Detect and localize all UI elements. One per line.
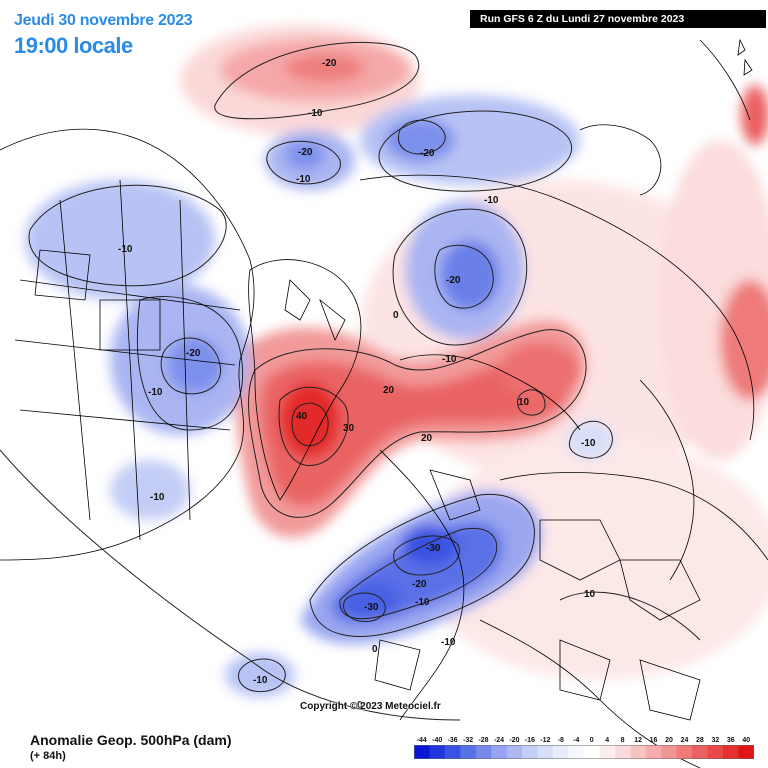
legend-swatch [553, 745, 569, 759]
legend-tick-label: -8 [558, 737, 564, 744]
contour-label: -10 [484, 195, 499, 206]
legend-tick-label: -28 [478, 737, 488, 744]
legend-swatch [506, 745, 523, 759]
legend-tick-label: 36 [727, 737, 735, 744]
legend-tick-label: 8 [621, 737, 625, 744]
legend-tick-label: -40 [432, 737, 442, 744]
legend-swatch [661, 745, 678, 759]
legend-tick-label: -44 [417, 737, 427, 744]
contour-label: 0 [372, 644, 378, 655]
contour-label: -30 [426, 543, 441, 554]
legend-tick-label: -32 [463, 737, 473, 744]
legend-tick-label: 24 [681, 737, 689, 744]
legend-tick-label: 12 [634, 737, 642, 744]
forecast-lead-time: (+ 84h) [30, 750, 66, 762]
legend-tick-label: 40 [742, 737, 750, 744]
legend-swatch [475, 745, 492, 759]
contour-label: -10 [118, 244, 133, 255]
legend-swatch [491, 745, 508, 759]
contour-label: 20 [421, 433, 433, 444]
contour-label: -10 [442, 354, 457, 365]
legend-tick-label: 0 [590, 737, 594, 744]
forecast-local-time: 19:00 locale [14, 33, 133, 58]
contour-label: -20 [446, 275, 461, 286]
contour-lines [0, 41, 701, 721]
contour-label: 40 [296, 411, 308, 422]
forecast-date: Jeudi 30 novembre 2023 [14, 12, 193, 29]
contour-label: 30 [343, 423, 355, 434]
contour-label: -20 [412, 579, 427, 590]
legend-tick-label: -20 [509, 737, 519, 744]
copyright: Copyright © 2023 Meteociel.fr [300, 701, 441, 712]
legend-swatch [692, 745, 709, 759]
contour-label: -20 [298, 147, 313, 158]
legend-tick-label: 16 [650, 737, 658, 744]
legend-swatch [707, 745, 724, 759]
contour-label: -20 [322, 58, 337, 69]
legend-swatch [630, 745, 647, 759]
contour-label: -20 [420, 148, 435, 159]
legend-tick-label: -4 [573, 737, 579, 744]
legend-swatch [584, 745, 600, 759]
contour-label: 10 [518, 397, 530, 408]
contour-label: 0 [357, 700, 363, 711]
legend-swatch [568, 745, 585, 759]
legend-swatch [599, 745, 616, 759]
contour-label: -10 [308, 108, 323, 119]
legend-tick-label: -12 [540, 737, 550, 744]
color-legend: -44 -40 -36 -32 -28 -24 -20 -16 -12 -8 -4 0 4 8 12 16 20… [414, 737, 754, 759]
legend-swatch [614, 745, 631, 759]
legend-swatch [676, 745, 693, 759]
legend-tick-label: 28 [696, 737, 704, 744]
contour-label: -20 [186, 348, 201, 359]
legend-tick-label: -16 [525, 737, 535, 744]
contour-labels: -20 -10 -20 -20 -10 -10 -10 -20 -20 -10 … [118, 58, 596, 711]
legend-tick-label: -24 [494, 737, 504, 744]
anomaly-shading [25, 25, 768, 697]
map-title: Anomalie Geop. 500hPa (dam) [30, 732, 232, 748]
legend-swatch [645, 745, 662, 759]
contour-label: -10 [148, 387, 163, 398]
legend-frame [414, 745, 754, 759]
contour-label: 20 [383, 385, 395, 396]
contour-label: -10 [296, 174, 311, 185]
contour-label: -10 [253, 675, 268, 686]
contour-label: 10 [584, 589, 596, 600]
legend-tick-label: 32 [712, 737, 720, 744]
legend-tick-label: 20 [665, 737, 673, 744]
legend-swatch [444, 745, 461, 759]
legend-swatch [429, 745, 446, 759]
contour-label: -10 [150, 492, 165, 503]
legend-swatch [723, 745, 739, 759]
contour-label: -10 [441, 637, 456, 648]
legend-swatch [414, 745, 430, 759]
legend-swatch [522, 745, 539, 759]
model-run-label: Run GFS 6 Z du Lundi 27 novembre 2023 [470, 10, 766, 28]
contour-label: -10 [581, 438, 596, 449]
contour-label: -10 [415, 597, 430, 608]
legend-swatch [537, 745, 554, 759]
legend-swatch [460, 745, 477, 759]
legend-tick-label: -36 [448, 737, 458, 744]
legend-swatch [738, 745, 754, 759]
legend-tick-label: 4 [605, 737, 609, 744]
contour-label: 0 [393, 310, 399, 321]
contour-label: -30 [364, 602, 379, 613]
